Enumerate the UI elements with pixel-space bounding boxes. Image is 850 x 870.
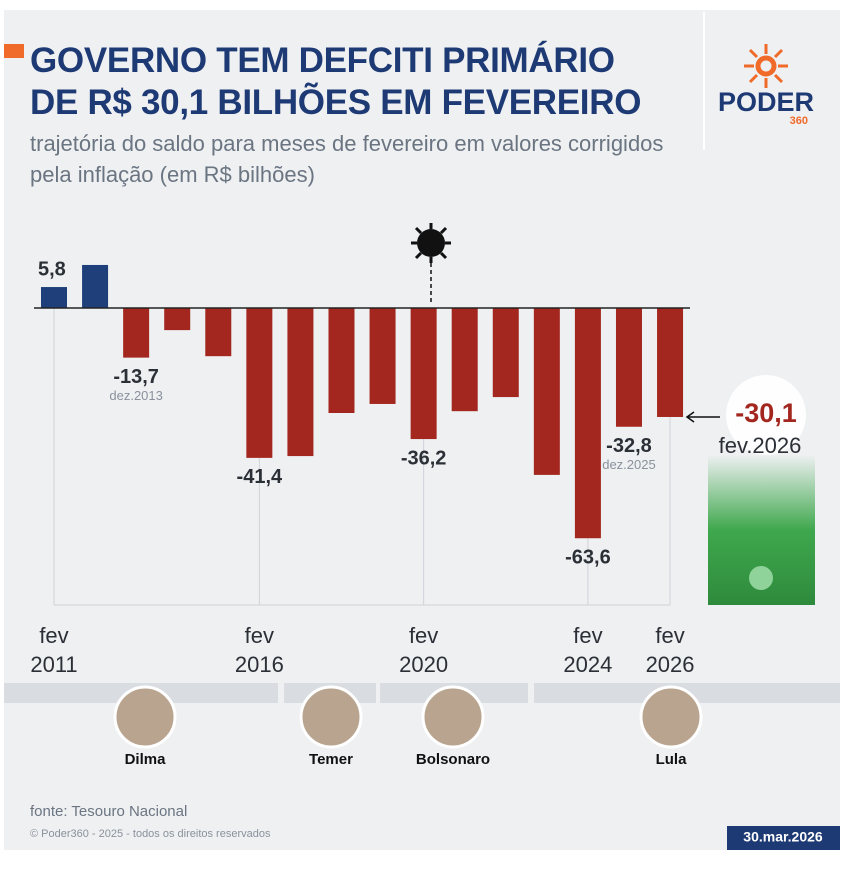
value-label: -63,6 <box>565 547 611 569</box>
value-label: -30,1 <box>735 398 797 428</box>
president-photo <box>639 685 703 749</box>
bar <box>82 264 109 309</box>
x-tick-label: fev 2011 <box>30 623 78 677</box>
bar <box>41 287 67 309</box>
bar <box>492 308 519 398</box>
president-photo <box>113 685 177 749</box>
president-name: Dilma <box>125 751 167 768</box>
bar <box>657 308 684 417</box>
bar <box>574 308 601 539</box>
money-coin <box>749 566 773 590</box>
bar <box>410 308 437 440</box>
bar <box>123 308 150 358</box>
president-photo <box>421 685 485 749</box>
x-tick-label: fev 2026 <box>645 623 695 677</box>
logo-name: PODER <box>718 87 814 117</box>
value-note: dez.2025 <box>602 457 656 472</box>
bar <box>451 308 478 412</box>
bar <box>287 308 314 457</box>
president-photo <box>299 685 363 749</box>
bar <box>164 308 191 331</box>
bar <box>615 308 642 427</box>
x-tick-label: fev 2024 <box>563 623 613 677</box>
bar <box>533 308 560 475</box>
bar <box>205 308 232 357</box>
bar <box>328 308 355 413</box>
logo-sun <box>744 44 788 88</box>
value-label: -32,8 <box>606 435 652 457</box>
date-box <box>727 826 840 850</box>
value-label: -36,2 <box>401 447 447 469</box>
label-halo <box>726 375 806 455</box>
x-tick-label: fev 2020 <box>399 623 449 677</box>
value-label: -41,4 <box>237 466 283 488</box>
arrow-head <box>685 411 695 423</box>
chart-subtitle: trajetória do saldo para meses de fevere… <box>30 131 664 187</box>
value-note: fev.2026 <box>719 433 802 458</box>
date: 30.mar.2026 <box>743 829 823 845</box>
logo-sub: 360 <box>790 115 808 127</box>
president-name: Bolsonaro <box>416 751 490 768</box>
virus-icon <box>411 223 451 305</box>
value-note: dez.2013 <box>109 388 163 403</box>
bar <box>369 308 396 404</box>
accent <box>4 44 24 58</box>
chart-title: GOVERNO TEM DEFCITI PRIMÁRIO DE R$ 30,1 … <box>30 41 642 122</box>
value-label: -13,7 <box>113 366 159 388</box>
value-label: 5,8 <box>38 258 66 280</box>
bar <box>246 308 273 458</box>
x-tick-label: fev 2016 <box>234 623 284 677</box>
president-name: Lula <box>656 751 687 768</box>
president-name: Temer <box>309 751 353 768</box>
copyright: © Poder360 - 2025 - todos os direitos re… <box>30 828 271 840</box>
source: fonte: Tesouro Nacional <box>30 803 187 820</box>
